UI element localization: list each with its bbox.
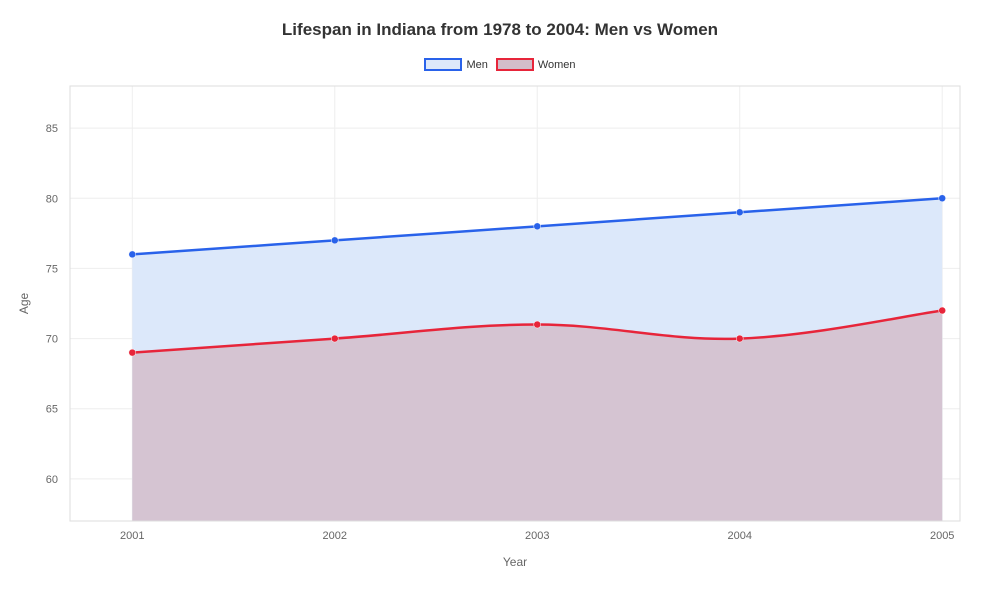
svg-text:80: 80 (46, 193, 58, 205)
svg-text:2004: 2004 (727, 530, 751, 542)
svg-text:Age: Age (17, 293, 31, 315)
svg-text:2003: 2003 (525, 530, 549, 542)
legend-item-men: Men (424, 58, 487, 71)
svg-text:2001: 2001 (120, 530, 144, 542)
svg-text:70: 70 (46, 334, 58, 346)
legend-label-men: Men (466, 59, 487, 71)
svg-text:75: 75 (46, 263, 58, 275)
legend-item-women: Women (496, 58, 576, 71)
svg-text:65: 65 (46, 404, 58, 416)
svg-text:2005: 2005 (930, 530, 954, 542)
svg-text:2002: 2002 (323, 530, 347, 542)
chart-title: Lifespan in Indiana from 1978 to 2004: M… (0, 0, 1000, 40)
legend-swatch-men (424, 58, 462, 71)
legend-label-women: Women (538, 59, 576, 71)
svg-text:60: 60 (46, 474, 58, 486)
svg-text:Year: Year (503, 555, 527, 569)
legend: Men Women (0, 58, 1000, 71)
svg-text:85: 85 (46, 123, 58, 135)
chart-svg: 2001 2002 2003 2004 2005 60 65 70 75 80 85 Year Age (0, 71, 1000, 591)
legend-swatch-women (496, 58, 534, 71)
chart-container: Lifespan in Indiana from 1978 to 2004: M… (0, 0, 1000, 600)
